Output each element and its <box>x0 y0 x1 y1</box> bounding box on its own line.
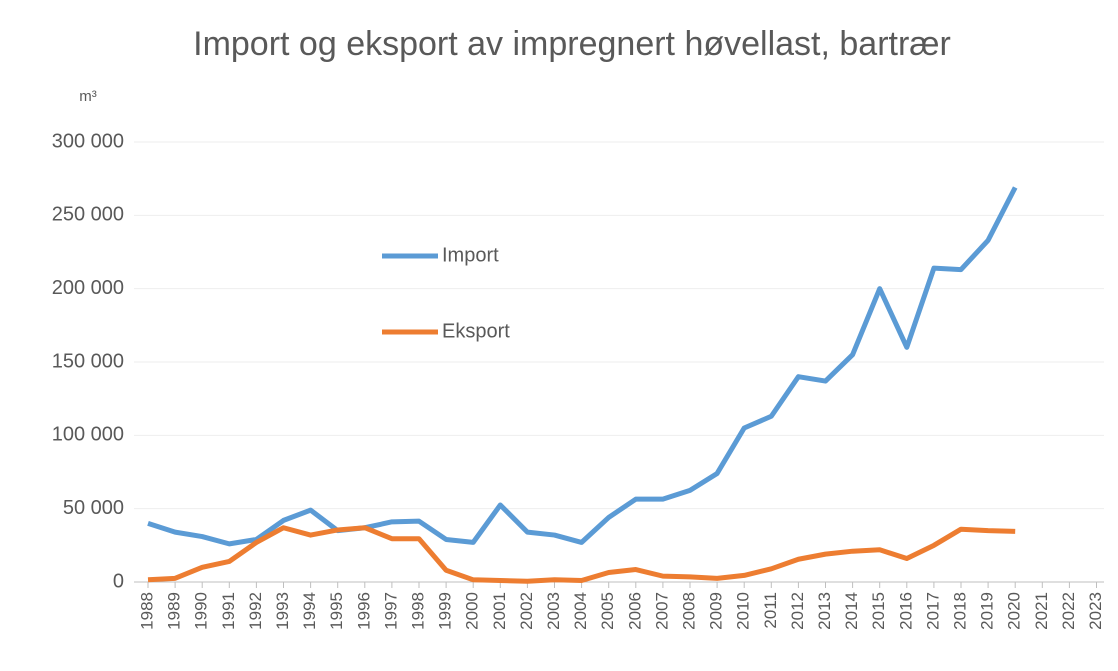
y-tick-label: 250 000 <box>52 204 124 226</box>
x-tick-label: 2012 <box>788 592 807 630</box>
x-tick-label: 1998 <box>408 592 427 630</box>
x-tick-label: 1989 <box>165 592 184 630</box>
x-tick-label: 2003 <box>544 592 563 630</box>
x-tick-label: 2005 <box>598 592 617 630</box>
x-tick-label: 1996 <box>354 592 373 630</box>
x-tick-label: 2002 <box>517 592 536 630</box>
x-tick-label: 1988 <box>137 592 156 630</box>
x-tick-label: 2017 <box>923 592 942 630</box>
y-tick-label: 50 000 <box>63 497 124 519</box>
x-tick-label: 2009 <box>707 592 726 630</box>
x-tick-label: 2020 <box>1005 592 1024 630</box>
x-tick-label: 2016 <box>896 592 915 630</box>
x-tick-label: 2014 <box>842 592 861 630</box>
y-tick-label: 150 000 <box>52 350 124 372</box>
x-tick-label: 1999 <box>436 592 455 630</box>
chart-title: Import og eksport av impregnert høvellas… <box>193 25 951 63</box>
x-tick-label: 2015 <box>869 592 888 630</box>
x-tick-label: 1994 <box>300 592 319 630</box>
x-tick-label: 2013 <box>815 592 834 630</box>
y-tick-label: 100 000 <box>52 424 124 446</box>
legend-label: Eksport <box>442 320 510 342</box>
x-tick-label: 1993 <box>273 592 292 630</box>
x-tick-label: 2008 <box>679 592 698 630</box>
y-tick-label: 0 <box>113 570 124 592</box>
x-tick-label: 1995 <box>327 592 346 630</box>
x-tick-label: 1992 <box>246 592 265 630</box>
x-tick-label: 2019 <box>978 592 997 630</box>
x-tick-label: 1990 <box>192 592 211 630</box>
legend-label: Import <box>442 244 499 266</box>
line-series <box>147 525 1016 584</box>
x-tick-label: 2023 <box>1086 592 1105 630</box>
line-series <box>147 186 1018 547</box>
x-tick-label: 2011 <box>761 592 780 629</box>
x-tick-label: 2022 <box>1059 592 1078 630</box>
x-tick-label: 2006 <box>625 592 644 630</box>
x-tick-label: 2000 <box>463 592 482 630</box>
x-tick-label: 2007 <box>652 592 671 630</box>
y-tick-label: 200 000 <box>52 277 124 299</box>
y-tick-label: 300 000 <box>52 130 124 152</box>
x-tick-label: 2004 <box>571 592 590 630</box>
x-tick-label: 1991 <box>219 592 238 630</box>
x-tick-label: 2021 <box>1032 592 1051 630</box>
x-tick-label: 1997 <box>381 592 400 630</box>
x-tick-label: 2010 <box>734 592 753 630</box>
y-axis-label: m³ <box>79 88 97 105</box>
x-tick-label: 2018 <box>950 592 969 630</box>
x-tick-label: 2001 <box>490 592 509 630</box>
